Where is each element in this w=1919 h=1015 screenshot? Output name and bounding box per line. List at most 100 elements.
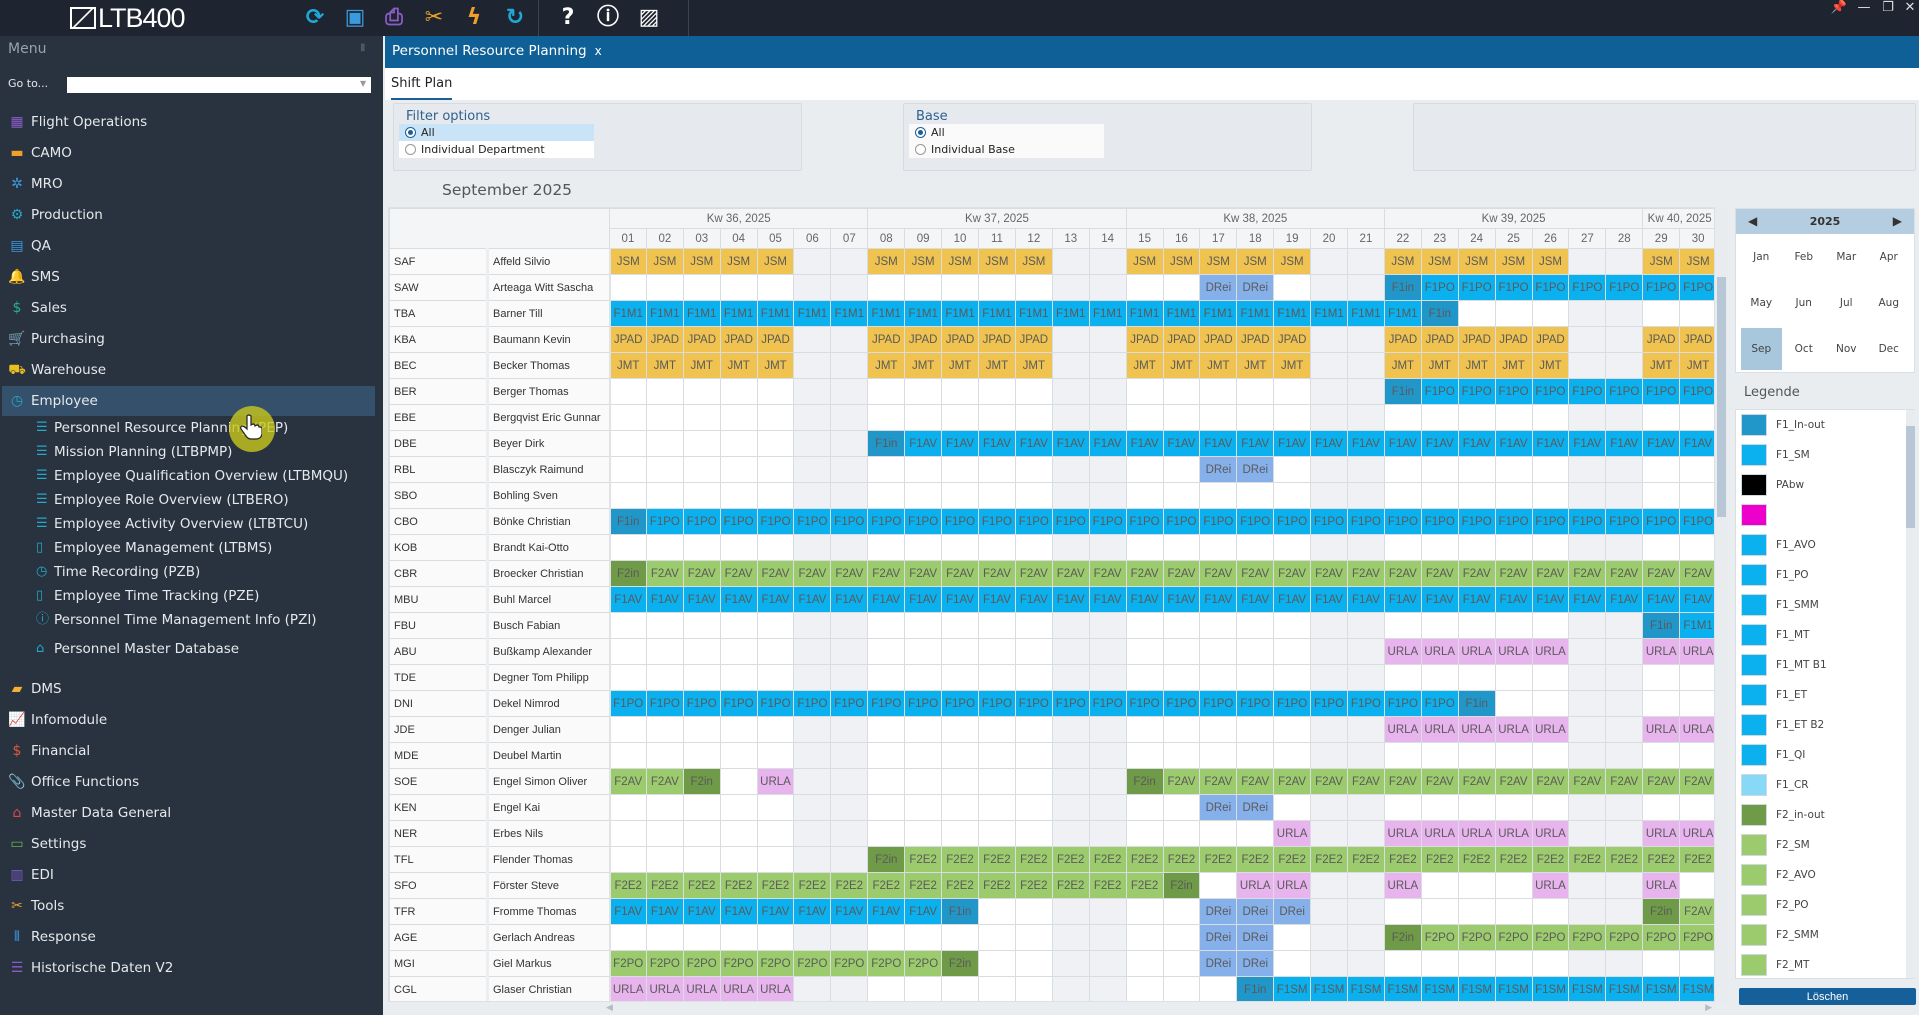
shift-cell[interactable] xyxy=(1051,456,1090,483)
shift-cell[interactable] xyxy=(1051,482,1090,509)
shift-cell[interactable]: JPAD xyxy=(1531,326,1570,353)
shift-cell[interactable]: F2AV xyxy=(1236,560,1275,587)
shift-cell[interactable] xyxy=(1088,742,1127,769)
shift-cell[interactable] xyxy=(609,456,647,483)
shift-cell[interactable]: URLA xyxy=(1679,716,1714,743)
shift-cell[interactable]: F2AV xyxy=(1605,560,1644,587)
shift-cell[interactable]: F1PO xyxy=(719,690,758,717)
shift-cell[interactable]: F1M1 xyxy=(682,300,721,327)
shift-cell[interactable] xyxy=(1014,274,1053,301)
shift-cell[interactable]: F1PO xyxy=(1014,508,1053,535)
shift-cell[interactable] xyxy=(867,378,906,405)
shift-cell[interactable]: F1AV xyxy=(1420,430,1459,457)
shift-cell[interactable] xyxy=(1420,612,1459,639)
shift-cell[interactable] xyxy=(830,378,869,405)
shift-cell[interactable] xyxy=(1199,534,1238,561)
shift-cell[interactable]: F1AV xyxy=(1679,586,1714,613)
shift-cell[interactable] xyxy=(645,482,684,509)
shift-cell[interactable]: F1PO xyxy=(719,508,758,535)
shift-cell[interactable] xyxy=(793,976,832,1001)
shift-cell[interactable] xyxy=(1494,300,1533,327)
shift-cell[interactable] xyxy=(1273,950,1312,977)
shift-cell[interactable]: F1SM xyxy=(1494,976,1533,1001)
shift-cell[interactable]: F1AV xyxy=(756,586,795,613)
shift-cell[interactable] xyxy=(1346,872,1385,899)
shift-cell[interactable] xyxy=(904,976,943,1001)
shift-cell[interactable] xyxy=(1051,638,1090,665)
shift-cell[interactable] xyxy=(1420,872,1459,899)
shift-cell[interactable] xyxy=(1310,612,1348,639)
shift-cell[interactable] xyxy=(1088,274,1127,301)
shift-cell[interactable]: F2AV xyxy=(904,560,943,587)
shift-cell[interactable]: F1AV xyxy=(1014,430,1053,457)
tools-icon[interactable]: ✂ xyxy=(424,5,444,30)
sidebar-subitem-time-recording-pzb-[interactable]: ◷ Time Recording (PZB) xyxy=(36,560,200,584)
shift-cell[interactable] xyxy=(1162,638,1201,665)
shift-cell[interactable]: F2AV xyxy=(830,560,869,587)
shift-cell[interactable] xyxy=(645,742,684,769)
shift-cell[interactable] xyxy=(1457,664,1496,691)
shift-cell[interactable] xyxy=(904,274,943,301)
shift-cell[interactable]: F1AV xyxy=(1162,430,1201,457)
shift-cell[interactable]: F2AV xyxy=(1014,560,1053,587)
shift-cell[interactable]: F1AV xyxy=(1051,430,1090,457)
shift-cell[interactable] xyxy=(941,274,979,301)
shift-cell[interactable]: F1PO xyxy=(941,508,979,535)
shift-cell[interactable] xyxy=(1605,300,1644,327)
shift-cell[interactable]: F2PO xyxy=(1494,924,1533,951)
shift-cell[interactable] xyxy=(793,482,832,509)
shift-cell[interactable] xyxy=(1088,612,1127,639)
shift-cell[interactable]: JPAD xyxy=(977,326,1016,353)
shift-cell[interactable] xyxy=(1088,664,1127,691)
shift-cell[interactable] xyxy=(1568,664,1607,691)
shift-cell[interactable] xyxy=(1014,404,1053,431)
shift-cell[interactable]: F2E2 xyxy=(1310,846,1348,873)
shift-cell[interactable]: JSM xyxy=(719,248,758,275)
shift-cell[interactable] xyxy=(830,482,869,509)
shift-cell[interactable] xyxy=(1199,378,1238,405)
shift-cell[interactable]: F1PO xyxy=(904,508,943,535)
shift-cell[interactable]: F2AV xyxy=(1162,768,1201,795)
shift-cell[interactable]: F1PO xyxy=(1531,274,1570,301)
shift-cell[interactable] xyxy=(1051,768,1090,795)
sidebar-subitem-personnel-time-management-info-pzi-[interactable]: ⓘ Personnel Time Management Info (PZI) xyxy=(36,608,317,632)
shift-cell[interactable] xyxy=(1531,612,1570,639)
shift-cell[interactable] xyxy=(977,742,1016,769)
shift-cell[interactable] xyxy=(830,768,869,795)
shift-cell[interactable]: F1PO xyxy=(1199,690,1238,717)
shift-cell[interactable] xyxy=(1568,638,1607,665)
shift-cell[interactable]: F2AV xyxy=(1420,768,1459,795)
shift-cell[interactable]: F1AV xyxy=(609,586,647,613)
shift-cell[interactable]: F1PO xyxy=(1088,690,1127,717)
shift-cell[interactable] xyxy=(1346,248,1385,275)
shift-cell[interactable]: F2AV xyxy=(645,768,684,795)
shift-cell[interactable]: DRei xyxy=(1236,898,1275,925)
restore-icon[interactable]: ❐ xyxy=(1882,0,1894,15)
shift-cell[interactable] xyxy=(867,664,906,691)
shift-cell[interactable] xyxy=(1125,404,1164,431)
shift-cell[interactable] xyxy=(977,794,1016,821)
shift-cell[interactable]: F2AV xyxy=(1679,898,1714,925)
shift-cell[interactable]: F2AV xyxy=(1642,768,1681,795)
shift-cell[interactable] xyxy=(1014,612,1053,639)
shift-cell[interactable] xyxy=(1457,794,1496,821)
shift-cell[interactable]: F2E2 xyxy=(1273,846,1312,873)
shift-cell[interactable]: F2AV xyxy=(756,560,795,587)
shift-cell[interactable]: URLA xyxy=(1273,820,1312,847)
shift-cell[interactable]: F1AV xyxy=(867,898,906,925)
shift-cell[interactable]: F1PO xyxy=(1014,690,1053,717)
shift-cell[interactable]: F1PO xyxy=(1420,378,1459,405)
shift-cell[interactable]: F1PO xyxy=(1494,508,1533,535)
shift-cell[interactable] xyxy=(1605,534,1644,561)
vertical-scrollbar[interactable] xyxy=(1715,207,1728,1002)
shift-cell[interactable]: F2AV xyxy=(1310,768,1348,795)
shift-cell[interactable] xyxy=(682,404,721,431)
shift-cell[interactable]: F2PO xyxy=(719,950,758,977)
shift-cell[interactable]: F1in xyxy=(609,508,647,535)
shift-cell[interactable]: F1AV xyxy=(1346,586,1385,613)
shift-cell[interactable] xyxy=(1051,716,1090,743)
shift-cell[interactable] xyxy=(1310,248,1348,275)
shift-cell[interactable] xyxy=(1014,638,1053,665)
shift-cell[interactable]: F1PO xyxy=(1531,508,1570,535)
pin-sidebar-icon[interactable]: ▮ xyxy=(360,42,366,53)
